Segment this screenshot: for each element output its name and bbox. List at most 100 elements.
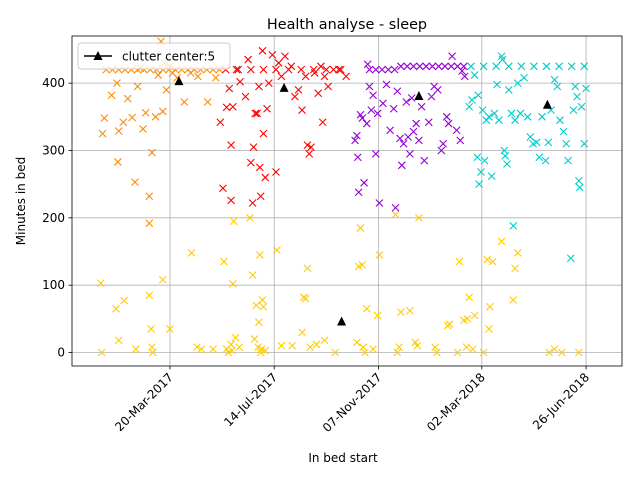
data-point [509, 296, 518, 304]
data-point [254, 343, 262, 352]
data-point [441, 62, 449, 71]
data-point [274, 59, 283, 67]
data-point [277, 341, 286, 350]
data-point [564, 156, 572, 165]
data-point [422, 62, 430, 71]
cluster-center-marker [414, 90, 424, 100]
data-point [317, 62, 325, 71]
data-point [477, 168, 485, 176]
data-point [468, 345, 477, 354]
plot-frame [71, 35, 623, 367]
data-point [139, 125, 147, 133]
data-point [459, 62, 468, 71]
data-point [545, 348, 554, 357]
data-point [542, 62, 551, 71]
data-point [246, 158, 255, 167]
data-point [396, 134, 404, 143]
data-point [452, 126, 461, 135]
data-point [187, 248, 196, 257]
data-point [312, 340, 321, 349]
data-point [485, 325, 493, 333]
data-point [569, 106, 578, 114]
data-point [284, 65, 293, 74]
data-point [255, 318, 263, 327]
data-point [470, 311, 479, 320]
data-point [229, 217, 238, 226]
data-point [493, 80, 501, 89]
data-point [288, 341, 297, 350]
data-point [298, 106, 306, 114]
data-point [479, 62, 488, 71]
data-point [358, 261, 367, 269]
data-point [478, 106, 487, 114]
data-point [351, 136, 359, 145]
data-point [145, 192, 154, 201]
data-point [465, 102, 474, 111]
data-point [474, 91, 483, 100]
legend-label: clutter center:5 [122, 50, 215, 64]
data-point [467, 62, 475, 71]
data-point [261, 173, 270, 182]
data-point [268, 50, 277, 59]
data-point [277, 72, 286, 81]
data-point [227, 141, 235, 149]
data-point [151, 112, 160, 121]
data-point [244, 55, 253, 64]
data-point [193, 343, 201, 352]
chart-title: Health analyse - sleep [267, 17, 427, 33]
data-point [131, 345, 140, 354]
data-point [463, 314, 472, 323]
data-point [431, 343, 439, 352]
data-point [409, 62, 418, 71]
data-point [360, 178, 368, 187]
data-point [397, 62, 405, 71]
data-point [248, 271, 257, 279]
data-point [407, 94, 416, 102]
data-point [468, 96, 476, 104]
data-point [391, 203, 400, 212]
data-point [580, 139, 589, 148]
data-point [145, 219, 154, 228]
data-point [211, 73, 220, 82]
data-point [413, 341, 421, 350]
data-point [362, 119, 371, 128]
data-point [250, 335, 259, 343]
data-point [303, 264, 312, 273]
data-point [420, 156, 429, 165]
data-point [406, 306, 414, 315]
x-axis-label: In bed start [308, 451, 378, 465]
data-point [258, 46, 267, 55]
data-point [131, 178, 139, 187]
data-point [433, 85, 442, 94]
data-point [442, 112, 451, 121]
data-point [465, 293, 474, 302]
data-point [255, 163, 264, 172]
y-tick-label: 300 [42, 143, 65, 157]
data-point [320, 72, 329, 81]
data-point [397, 308, 405, 317]
data-point [272, 168, 280, 176]
data-point [389, 104, 398, 113]
data-point [193, 72, 202, 81]
data-point [390, 65, 399, 74]
data-point [391, 210, 400, 219]
cluster-center-marker [279, 82, 289, 92]
data-point [447, 62, 456, 71]
data-point [324, 82, 333, 91]
data-point [114, 127, 123, 135]
data-point [375, 250, 384, 259]
data-point [224, 348, 233, 357]
data-point [371, 65, 380, 74]
data-point [393, 87, 402, 96]
data-point [378, 65, 386, 74]
data-point [96, 279, 105, 288]
data-point [154, 71, 163, 79]
data-point [100, 114, 109, 123]
data-point [365, 82, 374, 91]
data-point [232, 65, 241, 74]
data-point [264, 79, 273, 88]
data-point [513, 79, 522, 88]
data-point [571, 82, 580, 91]
data-point [580, 62, 589, 71]
data-point [553, 82, 562, 91]
